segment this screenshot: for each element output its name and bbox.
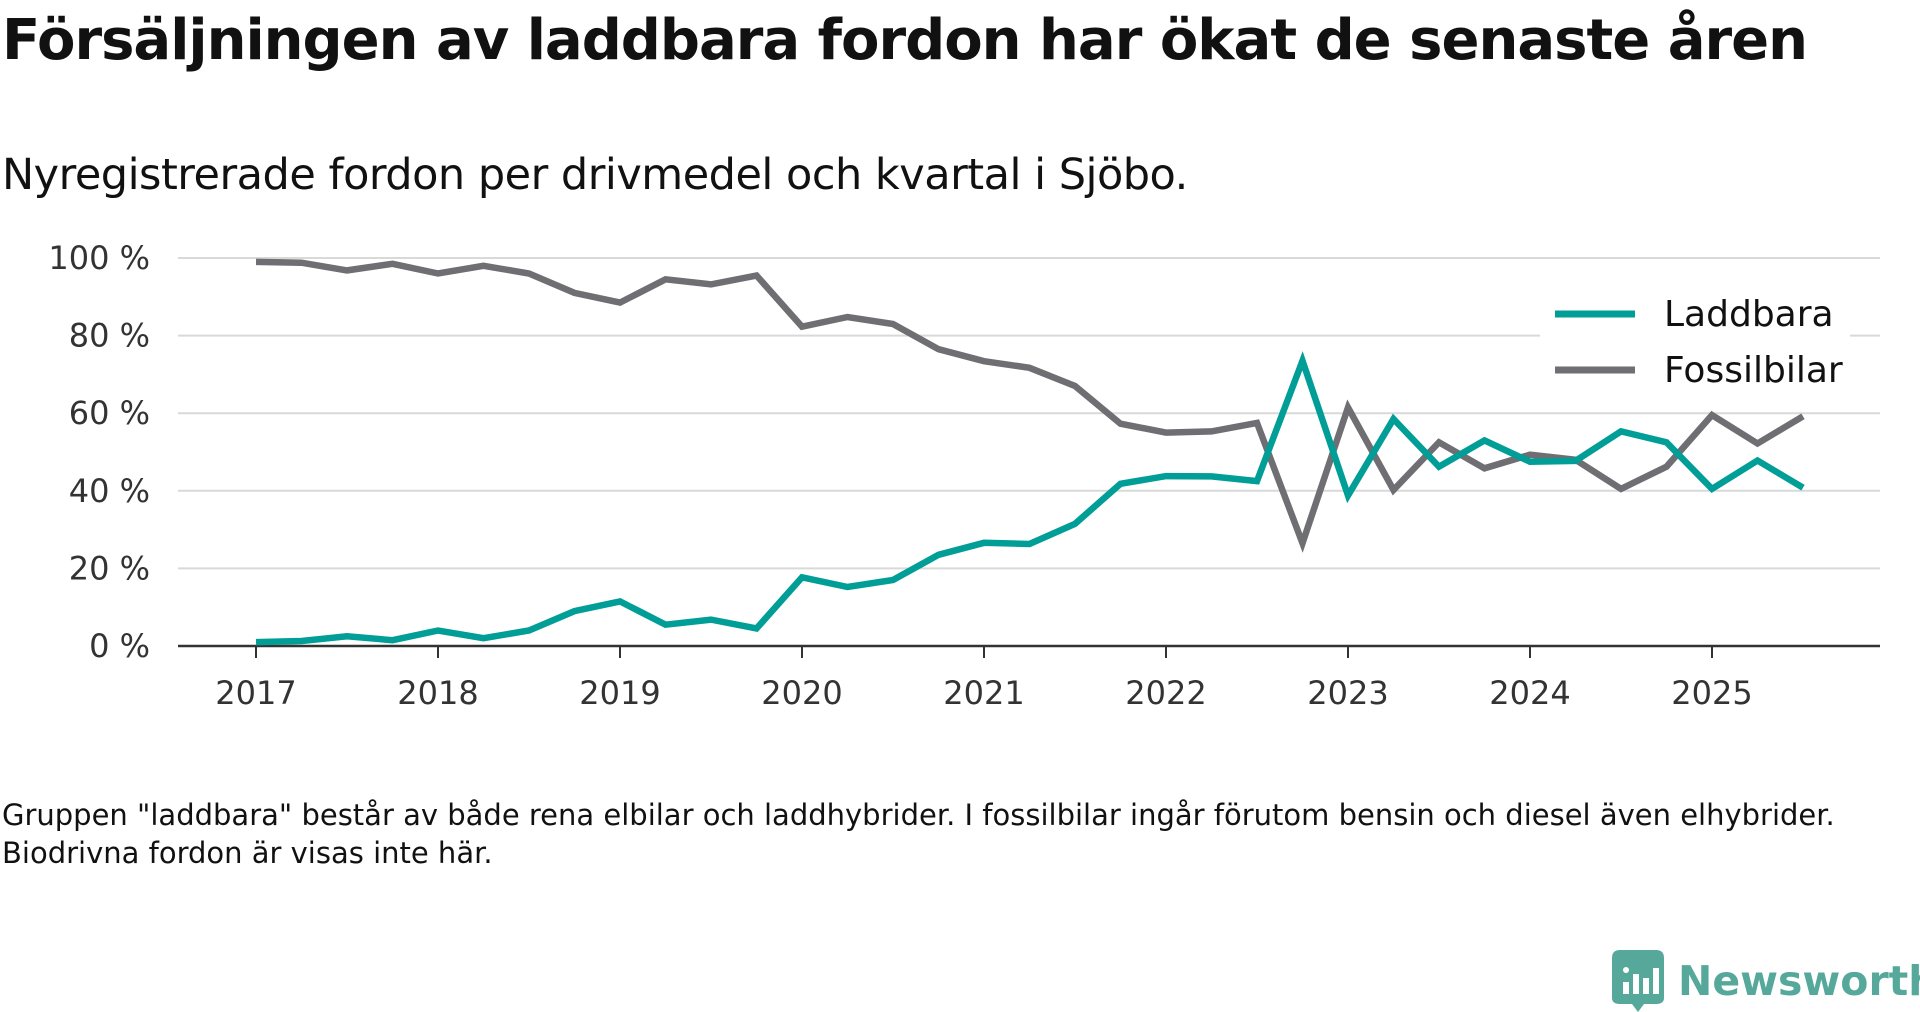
legend-label-laddbara: Laddbara: [1664, 294, 1834, 335]
brand-name: Newsworthy: [1678, 957, 1920, 1005]
x-tick-label: 2025: [1671, 674, 1752, 712]
legend: Laddbara Fossilbilar: [1540, 282, 1850, 402]
y-tick-label: 20 %: [69, 549, 150, 587]
x-tick-label: 2023: [1307, 674, 1388, 712]
x-tick-label: 2020: [761, 674, 842, 712]
y-axis: 0 % 20 % 40 % 60 % 80 % 100 %: [48, 239, 150, 665]
line-chart: 0 % 20 % 40 % 60 % 80 % 100 % 2017 2018 2019 202…: [0, 0, 1920, 760]
x-tick-label: 2022: [1125, 674, 1206, 712]
brand-logo: Newsworthy: [1612, 950, 1920, 1012]
x-tick-label: 2017: [215, 674, 296, 712]
series-line-laddbara: [256, 361, 1803, 642]
y-tick-label: 80 %: [69, 317, 150, 355]
footnote: Gruppen "laddbara" består av både rena e…: [2, 796, 1882, 872]
x-tick-label: 2018: [397, 674, 478, 712]
y-tick-label: 100 %: [48, 239, 150, 277]
y-tick-label: 0 %: [89, 627, 150, 665]
y-tick-label: 40 %: [69, 472, 150, 510]
x-axis: 2017 2018 2019 2020 2021 2022 2023 2024 2025: [178, 646, 1880, 712]
x-tick-label: 2019: [579, 674, 660, 712]
y-tick-label: 60 %: [69, 394, 150, 432]
x-tick-label: 2021: [943, 674, 1024, 712]
newsworthy-logo-icon: [1612, 950, 1664, 1012]
x-tick-label: 2024: [1489, 674, 1570, 712]
legend-label-fossilbilar: Fossilbilar: [1664, 350, 1843, 391]
